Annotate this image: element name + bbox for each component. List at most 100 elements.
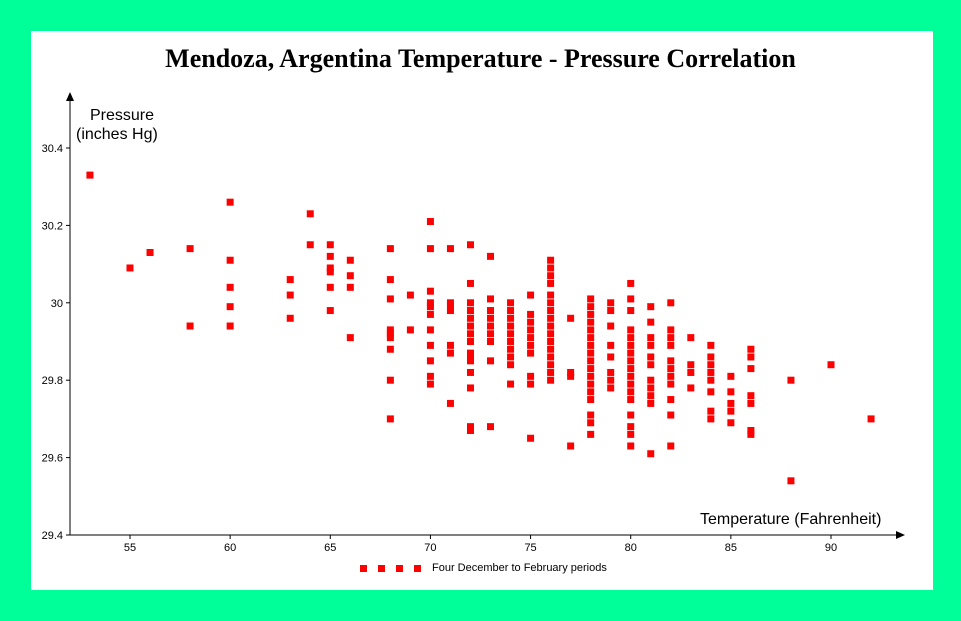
data-point [527, 349, 535, 357]
data-point [386, 345, 394, 353]
data-point [326, 307, 334, 315]
data-point [507, 361, 515, 369]
x-tick-label: 90 [825, 542, 837, 554]
data-point [426, 218, 434, 226]
data-point [527, 380, 535, 388]
data-point [747, 353, 755, 361]
data-point [466, 307, 474, 315]
data-point [226, 283, 234, 291]
data-point [667, 442, 675, 450]
data-point [406, 291, 414, 299]
data-point [647, 376, 655, 384]
data-point [547, 307, 555, 315]
data-point [647, 399, 655, 407]
data-point [466, 330, 474, 338]
y-tick-label: 29.6 [42, 453, 63, 465]
data-point [126, 264, 134, 272]
data-point [647, 450, 655, 458]
data-point [487, 338, 495, 345]
data-point [426, 372, 434, 380]
y-axis-arrow [66, 92, 74, 101]
data-point [226, 256, 234, 264]
data-point [627, 326, 635, 334]
data-point [527, 434, 535, 442]
data-point [607, 341, 615, 349]
data-point [286, 314, 294, 322]
data-point [867, 415, 875, 423]
data-point [466, 357, 474, 365]
data-point [667, 411, 675, 419]
data-point [647, 341, 655, 349]
data-point [587, 341, 595, 349]
data-point [527, 341, 535, 349]
y-tick-label: 29.4 [42, 530, 63, 542]
data-point [507, 380, 515, 388]
data-point [627, 396, 635, 404]
data-point [747, 345, 755, 353]
data-point [587, 310, 595, 318]
chart-title: Mendoza, Argentina Temperature - Pressur… [165, 44, 796, 73]
data-point [667, 326, 675, 334]
data-point [667, 357, 675, 365]
data-point [487, 322, 495, 330]
data-point [587, 334, 595, 342]
data-point [547, 299, 555, 307]
data-point [146, 248, 154, 256]
y-tick-label: 30 [51, 298, 63, 310]
data-point [667, 380, 675, 388]
data-point [627, 349, 635, 357]
data-point [386, 276, 394, 284]
data-point [547, 291, 555, 299]
data-point [466, 279, 474, 287]
data-point [466, 368, 474, 376]
legend: Four December to February periods [360, 562, 607, 574]
data-point [466, 349, 474, 357]
data-point [607, 307, 615, 315]
data-point [627, 279, 635, 287]
data-point [446, 245, 454, 253]
data-point [707, 341, 715, 349]
data-point [346, 283, 354, 291]
data-point [707, 388, 715, 396]
data-point [466, 338, 474, 345]
data-point [386, 415, 394, 423]
data-point [747, 392, 755, 400]
data-point [587, 419, 595, 427]
data-point [547, 368, 555, 376]
data-point [346, 334, 354, 342]
data-point [667, 372, 675, 380]
data-point [667, 299, 675, 307]
data-point [547, 256, 555, 264]
data-point [627, 442, 635, 450]
y-axis-label-line-1: Pressure [90, 107, 155, 124]
data-point [547, 345, 555, 353]
data-point [647, 318, 655, 326]
data-point [707, 368, 715, 376]
data-point [707, 361, 715, 369]
data-point [627, 423, 635, 431]
data-point [687, 384, 695, 392]
data-point [326, 283, 334, 291]
data-point [587, 295, 595, 303]
data-point [727, 399, 735, 407]
data-point [466, 314, 474, 322]
data-point [627, 307, 635, 315]
data-point [587, 357, 595, 365]
data-point [186, 322, 194, 330]
data-point [707, 407, 715, 415]
data-point [647, 303, 655, 311]
data-point [607, 299, 615, 307]
data-point [547, 330, 555, 338]
data-point [587, 303, 595, 311]
data-point [707, 353, 715, 361]
y-tick-label: 29.8 [42, 375, 63, 387]
x-axis-label: Temperature (Fahrenheit) [700, 511, 882, 528]
data-point [747, 427, 755, 435]
x-tick-label: 65 [324, 542, 336, 554]
data-point [627, 430, 635, 438]
y-tick-label: 30.2 [42, 220, 63, 232]
data-point [527, 318, 535, 326]
data-point [587, 430, 595, 438]
y-axis-label: Pressure (inches Hg) [76, 106, 158, 144]
